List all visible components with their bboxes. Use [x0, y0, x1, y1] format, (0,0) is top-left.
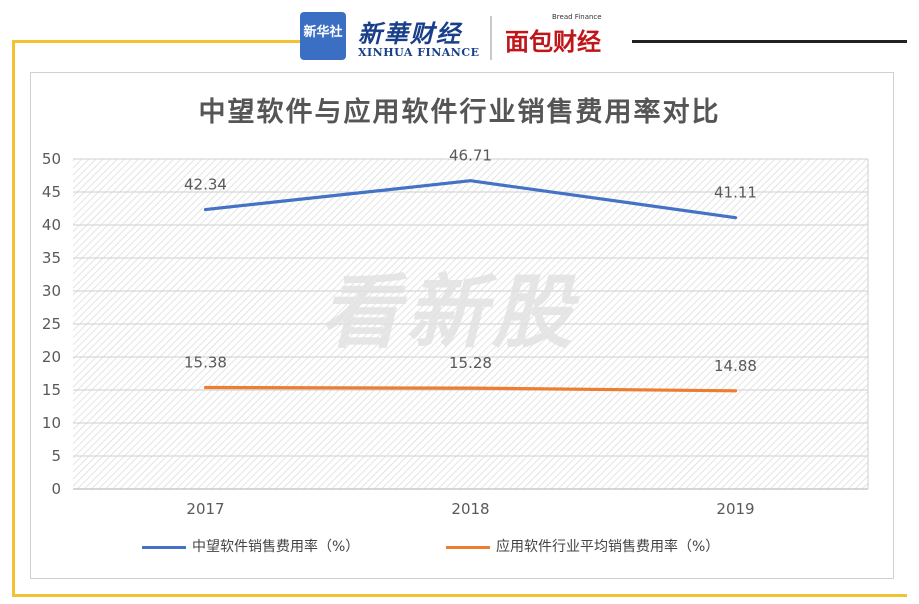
legend-item-series2: 应用软件行业平均销售费用率（%）: [446, 537, 719, 557]
y-tick-label: 50: [42, 150, 61, 168]
y-tick-label: 45: [42, 183, 61, 201]
chart-title: 中望软件与应用软件行业销售费用率对比: [198, 97, 721, 128]
x-tick-label: 2018: [451, 500, 489, 518]
bread-finance-sub: Bread Finance: [552, 13, 602, 21]
x-tick-label: 2017: [186, 500, 224, 518]
y-tick-label: 35: [42, 249, 61, 267]
y-tick-label: 25: [42, 315, 61, 333]
bread-finance-logo: 面包财经: [505, 28, 601, 56]
data-label: 14.88: [714, 357, 757, 375]
data-label: 15.28: [449, 354, 492, 372]
legend-item-series1: 中望软件销售费用率（%）: [142, 537, 359, 557]
y-tick-label: 15: [42, 381, 61, 399]
header-logos: 新华社 XINHUA NEWS 新華财经 XINHUA FINANCE Brea…: [300, 10, 630, 112]
logo1-text: 新华社: [303, 25, 343, 40]
header-divider: [490, 16, 492, 60]
y-tick-label: 20: [42, 348, 61, 366]
frame-top-border: [12, 40, 302, 43]
watermark: 看新股: [320, 266, 578, 359]
legend-label-series2: 应用软件行业平均销售费用率（%）: [496, 539, 720, 555]
frame-bottom-border: [12, 594, 907, 597]
y-tick-label: 30: [42, 282, 61, 300]
xinhua-finance-logo: 新華财经: [358, 19, 462, 48]
data-label: 41.11: [714, 184, 757, 202]
data-label: 46.71: [449, 147, 492, 165]
frame-top-right-rule: [632, 40, 907, 43]
data-label: 15.38: [184, 353, 227, 371]
xinhua-finance-sub: XINHUA FINANCE: [358, 46, 480, 59]
x-tick-label: 2019: [716, 500, 754, 518]
y-tick-label: 0: [51, 480, 61, 498]
data-label: 42.34: [184, 176, 227, 194]
legend-swatch-series2: [446, 545, 490, 549]
y-tick-label: 10: [42, 414, 61, 432]
frame-left-border: [12, 40, 15, 597]
xinhua-news-logo: 新华社 XINHUA NEWS: [300, 12, 346, 112]
y-tick-label: 40: [42, 216, 61, 234]
y-tick-label: 5: [51, 447, 61, 465]
legend-label-series1: 中望软件销售费用率（%）: [192, 539, 360, 555]
legend-swatch-series1: [142, 545, 186, 549]
